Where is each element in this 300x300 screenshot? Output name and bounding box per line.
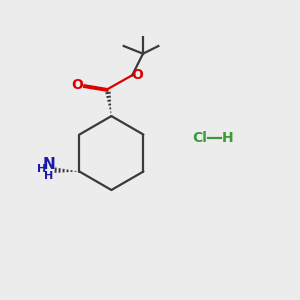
Text: H: H — [222, 130, 233, 145]
Text: N: N — [42, 157, 55, 172]
Text: H: H — [44, 171, 53, 181]
Text: H: H — [37, 164, 46, 174]
Text: O: O — [72, 77, 83, 92]
Text: Cl: Cl — [193, 130, 207, 145]
Text: O: O — [131, 68, 143, 82]
